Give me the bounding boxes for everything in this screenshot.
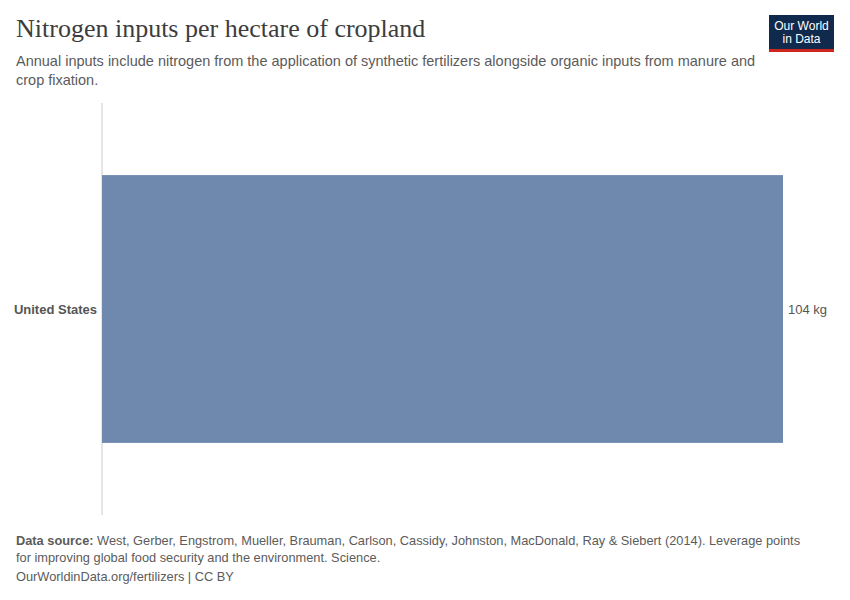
source-text: West, Gerber, Engstrom, Mueller, Brauman… xyxy=(16,533,800,565)
page: Nitrogen inputs per hectare of cropland A… xyxy=(0,0,850,600)
chart: United States 104 kg xyxy=(0,0,850,600)
title: Nitrogen inputs per hectare of cropland xyxy=(16,14,425,44)
bars xyxy=(102,175,783,443)
bar xyxy=(102,175,783,443)
category-label: United States xyxy=(14,302,97,317)
source: Data source: West, Gerber, Engstrom, Mue… xyxy=(16,532,806,566)
source-label: Data source: xyxy=(16,533,94,548)
footer: OurWorldinData.org/fertilizers | CC BY xyxy=(16,569,234,584)
data-label: 104 kg xyxy=(788,302,827,317)
logo: Our Worldin Data xyxy=(769,15,834,52)
logo-text: in Data xyxy=(769,33,834,46)
logo-text: Our World xyxy=(769,20,834,33)
subtitle: Annual inputs include nitrogen from the … xyxy=(16,52,761,90)
